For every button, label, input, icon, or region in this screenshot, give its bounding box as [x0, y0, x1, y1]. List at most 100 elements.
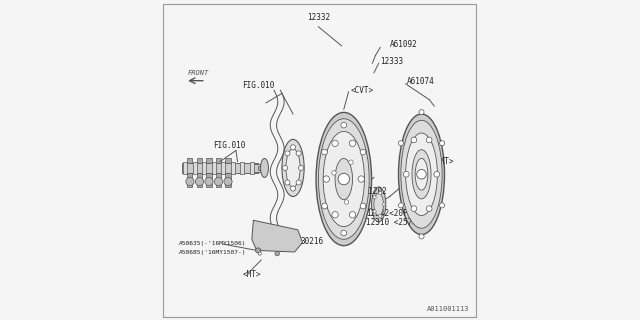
Circle shape: [298, 165, 303, 171]
Circle shape: [323, 176, 330, 182]
Circle shape: [285, 151, 290, 156]
Circle shape: [426, 137, 432, 143]
Bar: [250, 162, 253, 174]
Circle shape: [417, 170, 426, 179]
Ellipse shape: [372, 187, 386, 222]
Text: A011001113: A011001113: [427, 306, 469, 312]
Bar: [188, 158, 193, 173]
Text: A50685('16MY1507-): A50685('16MY1507-): [179, 250, 246, 255]
Circle shape: [358, 176, 364, 182]
Ellipse shape: [260, 158, 268, 178]
Circle shape: [344, 200, 349, 204]
Text: <MT>: <MT>: [436, 157, 454, 166]
Bar: [193, 162, 196, 174]
Bar: [197, 173, 202, 187]
Circle shape: [373, 210, 376, 213]
Circle shape: [291, 145, 296, 150]
Circle shape: [332, 212, 339, 218]
Bar: [202, 162, 206, 174]
Circle shape: [322, 149, 328, 155]
Circle shape: [275, 252, 280, 256]
Circle shape: [403, 172, 409, 177]
Text: 12310 <257>: 12310 <257>: [366, 218, 417, 227]
Circle shape: [419, 109, 424, 115]
Bar: [183, 162, 187, 174]
Circle shape: [373, 196, 376, 199]
Bar: [231, 162, 235, 174]
Circle shape: [379, 214, 382, 218]
Text: FIG.010: FIG.010: [213, 141, 246, 150]
Ellipse shape: [399, 114, 445, 235]
Circle shape: [434, 172, 440, 177]
Circle shape: [411, 137, 417, 143]
Text: <CVT>: <CVT>: [350, 86, 373, 95]
Bar: [225, 158, 230, 173]
Circle shape: [341, 230, 347, 236]
Text: A61074: A61074: [407, 77, 435, 86]
Bar: [188, 173, 193, 187]
Circle shape: [285, 180, 290, 185]
Circle shape: [214, 178, 223, 186]
Ellipse shape: [412, 150, 431, 199]
Circle shape: [398, 203, 403, 208]
Bar: [216, 173, 221, 187]
Bar: [207, 158, 211, 173]
Bar: [207, 173, 211, 187]
Circle shape: [322, 203, 328, 209]
Text: A50635(-'16MY1506): A50635(-'16MY1506): [179, 241, 246, 246]
Ellipse shape: [335, 158, 353, 200]
Ellipse shape: [374, 193, 383, 215]
Ellipse shape: [316, 112, 372, 246]
Circle shape: [224, 178, 232, 186]
Circle shape: [341, 122, 347, 128]
Bar: [252, 164, 264, 172]
Circle shape: [296, 151, 301, 156]
Circle shape: [379, 191, 382, 195]
Bar: [182, 163, 258, 173]
Ellipse shape: [323, 132, 364, 227]
Bar: [216, 158, 221, 173]
Circle shape: [349, 140, 356, 147]
Text: 30216: 30216: [301, 237, 324, 246]
Ellipse shape: [406, 133, 437, 215]
Ellipse shape: [415, 158, 428, 190]
Circle shape: [332, 171, 336, 175]
Circle shape: [291, 186, 296, 191]
Circle shape: [419, 234, 424, 239]
Polygon shape: [252, 220, 303, 252]
Bar: [225, 173, 230, 187]
Bar: [258, 166, 266, 170]
Ellipse shape: [286, 149, 300, 187]
Circle shape: [255, 248, 260, 253]
Circle shape: [349, 212, 356, 218]
Text: 12332: 12332: [307, 13, 330, 22]
Circle shape: [382, 203, 385, 206]
Bar: [241, 162, 244, 174]
Text: 12333: 12333: [380, 57, 403, 66]
Circle shape: [186, 178, 194, 186]
Circle shape: [296, 180, 301, 185]
Circle shape: [360, 149, 366, 155]
Circle shape: [360, 203, 366, 209]
Ellipse shape: [319, 119, 369, 239]
Circle shape: [338, 173, 349, 185]
Text: G21202: G21202: [360, 187, 387, 196]
Text: FIG.010: FIG.010: [242, 81, 275, 90]
Circle shape: [332, 140, 339, 147]
Text: <MT>: <MT>: [243, 270, 261, 279]
Ellipse shape: [401, 120, 442, 228]
Bar: [221, 162, 225, 174]
Text: A61092: A61092: [390, 40, 417, 49]
Circle shape: [283, 165, 287, 171]
Circle shape: [411, 206, 417, 212]
Circle shape: [195, 178, 204, 186]
Bar: [212, 162, 216, 174]
Ellipse shape: [282, 140, 304, 196]
Circle shape: [205, 178, 213, 186]
Text: 12342<20F>: 12342<20F>: [366, 209, 412, 218]
Circle shape: [426, 206, 432, 212]
Circle shape: [440, 203, 445, 208]
Circle shape: [349, 160, 353, 164]
Circle shape: [440, 141, 445, 146]
Bar: [197, 158, 202, 173]
